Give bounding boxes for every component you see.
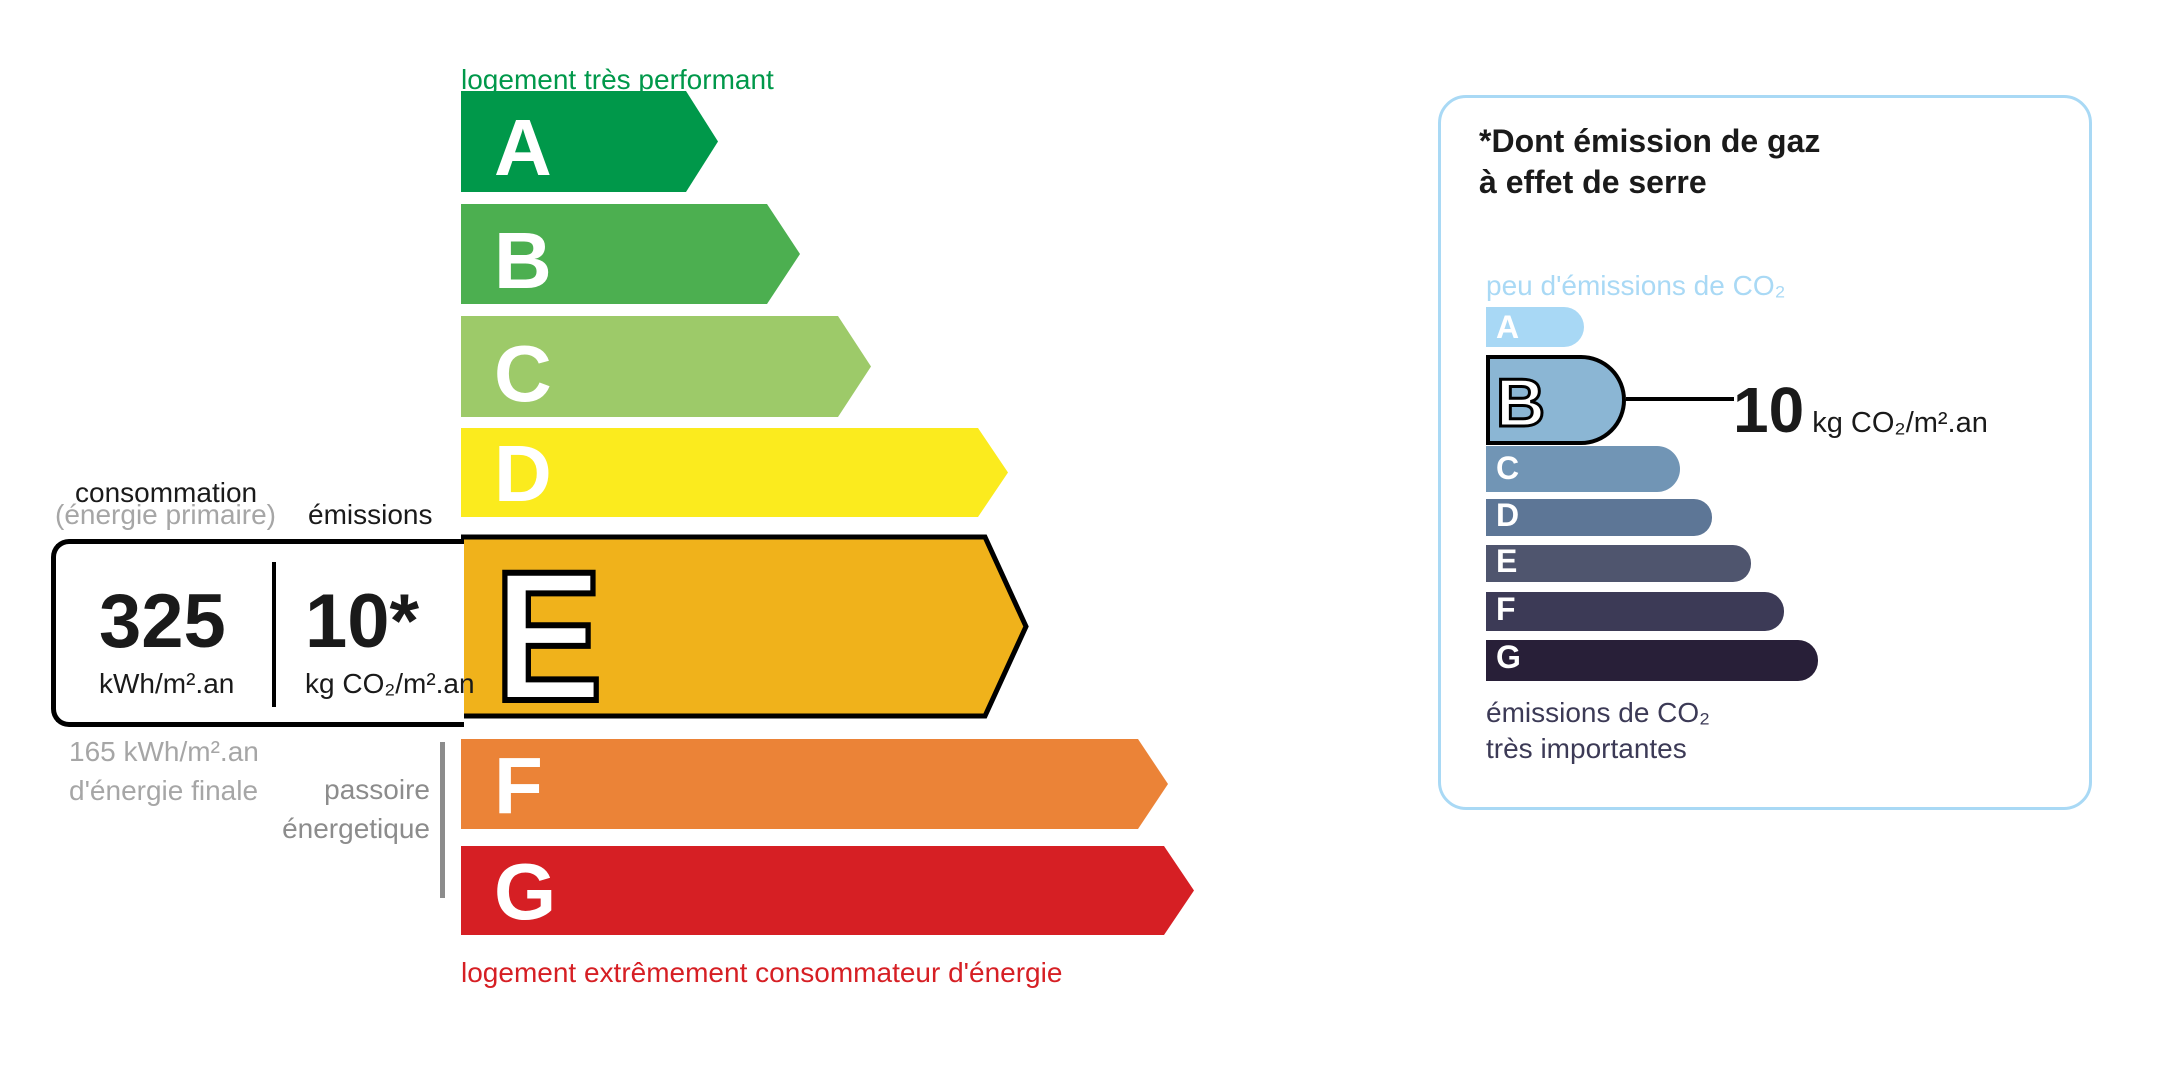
svg-text:B: B: [1496, 365, 1545, 441]
svg-text:A: A: [494, 103, 552, 192]
svg-text:C: C: [494, 329, 552, 418]
svg-text:B: B: [494, 216, 552, 305]
svg-text:E: E: [494, 532, 603, 739]
svg-text:F: F: [494, 741, 543, 830]
svg-text:D: D: [494, 429, 552, 518]
svg-text:G: G: [494, 847, 556, 936]
